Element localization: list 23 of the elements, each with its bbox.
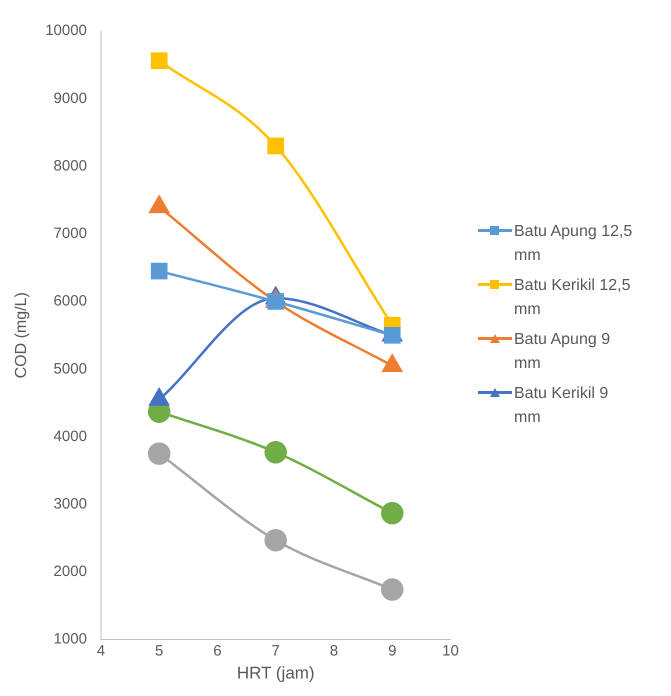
x-tick-label: 6 [213, 642, 222, 660]
x-tick-label: 9 [388, 642, 396, 660]
legend-label: Batu Apung 9 mm [514, 330, 612, 374]
x-axis-title: HRT (jam) [236, 663, 315, 682]
legend-label: Batu Apung 12,5 mm [514, 222, 634, 266]
y-tick-label: 9000 [54, 90, 87, 107]
y-tick-label: 1000 [54, 630, 87, 648]
y-tick-label: 10000 [45, 22, 87, 40]
legend-label: Batu Kerikil 12,5 mm [514, 276, 632, 320]
y-axis-title: COD (mg/L) [13, 292, 30, 378]
y-tick-label: 8000 [54, 157, 87, 174]
y-tick-label: 7000 [54, 225, 87, 242]
y-tick-label: 4000 [54, 428, 87, 445]
x-tick-label: 10 [442, 642, 459, 660]
x-tick-label: 4 [96, 642, 106, 660]
y-tick-label: 3000 [54, 495, 87, 512]
y-tick-label: 5000 [54, 360, 87, 378]
y-tick-label: 6000 [54, 292, 87, 310]
y-tick-label: 2000 [54, 563, 87, 580]
x-tick-label: 7 [272, 642, 280, 660]
x-tick-label: 5 [155, 642, 164, 660]
legend-label: Batu Kerikil 9 mm [514, 384, 610, 428]
x-tick-label: 8 [330, 642, 338, 660]
